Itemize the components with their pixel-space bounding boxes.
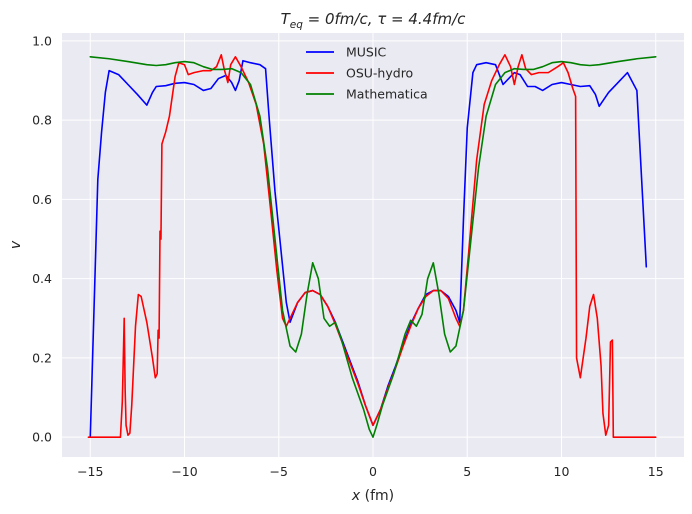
x-tick-label: 5: [463, 464, 471, 479]
x-tick-label: −5: [270, 464, 288, 479]
y-tick-label: 0.4: [32, 271, 52, 286]
x-axis-label-var: x: [351, 488, 361, 504]
legend-label: MUSIC: [346, 45, 387, 60]
y-tick-label: 0.0: [32, 430, 52, 445]
y-tick-label: 1.0: [32, 33, 52, 48]
y-tick-label: 0.6: [32, 192, 52, 207]
x-tick-label: 15: [648, 464, 664, 479]
x-axis-ticks: −15 −10 −5 0 5 10 15: [77, 464, 664, 479]
legend-label: OSU-hydro: [346, 66, 413, 81]
series-line-mathematica: [89, 55, 657, 438]
x-tick-label: −10: [171, 464, 197, 479]
x-tick-label: 0: [369, 464, 377, 479]
x-tick-label: −15: [77, 464, 103, 479]
legend: MUSIC OSU-hydro Mathematica: [306, 45, 428, 102]
legend-label: Mathematica: [346, 87, 428, 102]
y-tick-label: 0.2: [32, 350, 52, 365]
x-axis-label-unit: (fm): [360, 488, 394, 504]
y-axis-label: v: [8, 240, 24, 249]
chart-title: Teq = 0fm/c, τ = 4.4fm/c: [281, 10, 467, 31]
series-layer: [87, 53, 657, 438]
chart-title-t: T: [281, 10, 292, 28]
y-tick-label: 0.8: [32, 113, 52, 128]
chart-title-rest: = 0fm/c, τ = 4.4fm/c: [303, 10, 466, 28]
x-tick-label: 10: [554, 464, 570, 479]
chart-title-subscript: eq: [290, 19, 303, 31]
x-axis-label: x (fm): [351, 488, 394, 504]
y-axis-ticks: 0.0 0.2 0.4 0.6 0.8 1.0: [32, 33, 52, 444]
